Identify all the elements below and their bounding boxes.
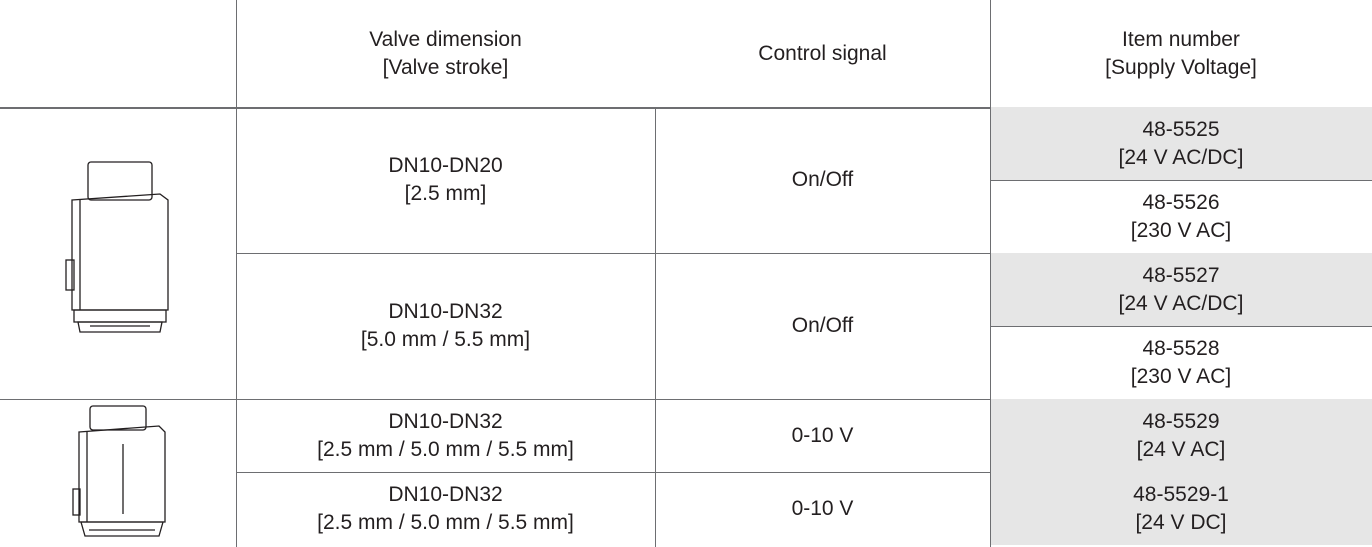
cell-text: [230 V AC]: [1131, 217, 1231, 245]
cell-text: 48-5529-1: [1133, 481, 1229, 509]
cell-text: Control signal: [758, 40, 886, 68]
item-cell: 48-5527[24 V AC/DC]: [990, 253, 1372, 326]
cell-text: [2.5 mm]: [405, 180, 487, 208]
cell-text: [24 V AC/DC]: [1119, 290, 1244, 318]
item-cell: 48-5525[24 V AC/DC]: [990, 107, 1372, 180]
cell-text: DN10-DN20: [388, 152, 502, 180]
cell-text: [24 V DC]: [1135, 509, 1226, 537]
cell-text: 48-5526: [1142, 189, 1219, 217]
cell-text: [2.5 mm / 5.0 mm / 5.5 mm]: [317, 436, 574, 464]
header-cell: Item number[Supply Voltage]: [990, 0, 1372, 107]
item-cell: 48-5529-1[24 V DC]: [990, 472, 1372, 545]
cell-text: 48-5527: [1142, 262, 1219, 290]
dimension-cell: DN10-DN32[2.5 mm / 5.0 mm / 5.5 mm]: [236, 472, 655, 545]
cell-text: 48-5529: [1142, 408, 1219, 436]
cell-text: DN10-DN32: [388, 481, 502, 509]
cell-text: Valve dimension: [369, 26, 522, 54]
actuator-image: [65, 404, 175, 544]
cell-text: Item number: [1122, 26, 1240, 54]
item-cell: 48-5528[230 V AC]: [990, 326, 1372, 399]
item-cell: 48-5529[24 V AC]: [990, 399, 1372, 472]
cell-text: On/Off: [792, 312, 853, 340]
cell-text: 48-5525: [1142, 116, 1219, 144]
cell-text: [24 V AC/DC]: [1119, 144, 1244, 172]
item-cell: 48-5526[230 V AC]: [990, 180, 1372, 253]
dimension-cell: DN10-DN20[2.5 mm]: [236, 107, 655, 253]
cell-text: [Valve stroke]: [383, 54, 509, 82]
signal-cell: On/Off: [655, 107, 990, 253]
cell-text: [230 V AC]: [1131, 363, 1231, 391]
cell-text: 0-10 V: [792, 422, 854, 450]
cell-text: [2.5 mm / 5.0 mm / 5.5 mm]: [317, 509, 574, 537]
cell-text: [24 V AC]: [1137, 436, 1226, 464]
signal-cell: On/Off: [655, 253, 990, 399]
dimension-cell: DN10-DN32[5.0 mm / 5.5 mm]: [236, 253, 655, 399]
signal-cell: 0-10 V: [655, 399, 990, 472]
dimension-cell: DN10-DN32[2.5 mm / 5.0 mm / 5.5 mm]: [236, 399, 655, 472]
cell-text: 48-5528: [1142, 335, 1219, 363]
cell-text: DN10-DN32: [388, 298, 502, 326]
header-cell: Valve dimension[Valve stroke]: [236, 0, 655, 107]
cell-text: 0-10 V: [792, 495, 854, 523]
rule: [990, 0, 991, 547]
cell-text: DN10-DN32: [388, 408, 502, 436]
cell-text: On/Off: [792, 166, 853, 194]
actuator-image: [60, 160, 180, 350]
signal-cell: 0-10 V: [655, 472, 990, 545]
header-cell: Control signal: [655, 0, 990, 107]
cell-text: [Supply Voltage]: [1105, 54, 1257, 82]
product-table: Valve dimension[Valve stroke] Control sig…: [0, 0, 1372, 547]
rule: [655, 107, 656, 547]
cell-text: [5.0 mm / 5.5 mm]: [361, 326, 530, 354]
rule: [236, 0, 237, 547]
